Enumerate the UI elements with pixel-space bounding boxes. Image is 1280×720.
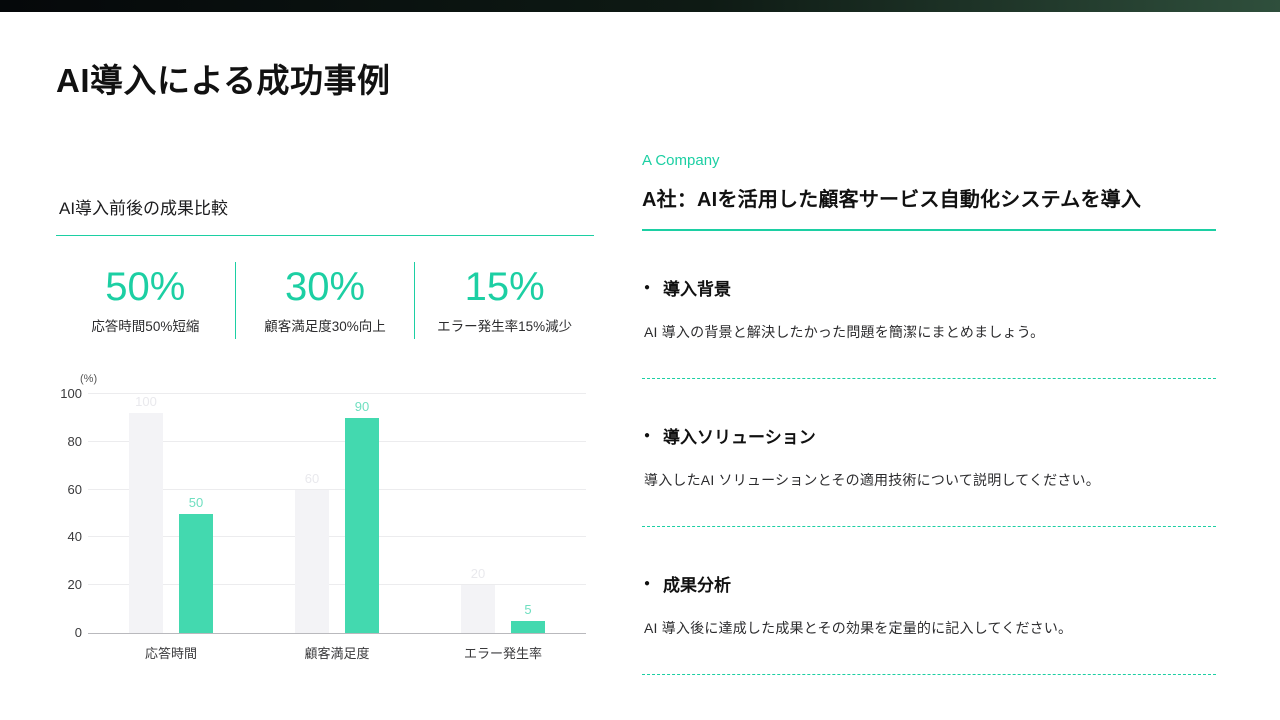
bar-value-label: 90 <box>354 398 370 414</box>
x-category-label: 顧客満足度 <box>304 646 370 661</box>
kpi-stat-satisfaction: 30% 顧客満足度30%向上 <box>234 262 415 339</box>
kpi-label: エラー発生率15%減少 <box>437 319 573 334</box>
case-study-heading: A社：AIを活用した顧客サービス自動化システムを導入 <box>642 189 1142 211</box>
y-tick-label: 80 <box>67 433 82 449</box>
bar-wrap: 5 <box>511 394 545 633</box>
kpi-label: 顧客満足度30%向上 <box>264 319 386 334</box>
bar-after <box>511 621 545 633</box>
y-gridline: 20 <box>68 577 586 592</box>
bar-group: 20 5 <box>420 394 586 633</box>
bullet-icon: ● <box>644 281 651 293</box>
bar-wrap: 50 <box>179 394 213 633</box>
bar-value-label: 20 <box>470 566 486 582</box>
bar-chart: (%) 0 20 40 60 80 100 100 50 60 90 20 5 応答時間 顧客満足度 エラ… <box>56 373 594 662</box>
y-gridline: 0 <box>75 625 586 640</box>
section-title: 導入背景 <box>663 280 732 299</box>
bar-value-label: 60 <box>304 470 320 486</box>
section-body: AI 導入後に達成した成果とその効果を定量的に記入してください。 <box>644 620 1073 636</box>
bar-wrap: 60 <box>295 394 329 633</box>
bar-wrap: 100 <box>129 394 163 633</box>
section-header: ● 導入ソリューション <box>644 423 1214 448</box>
section-header: ● 成果分析 <box>644 571 1214 596</box>
comparison-section-title: AI導入前後の成果比較 <box>59 199 229 218</box>
y-tick-label: 40 <box>67 529 82 545</box>
bar-after <box>345 417 379 633</box>
bar-group: 100 50 <box>88 394 254 633</box>
section-title: 導入ソリューション <box>663 428 816 447</box>
kpi-stats-row: 50% 応答時間50%短縮 30% 顧客満足度30%向上 15% エラー発生率1… <box>56 262 594 339</box>
y-gridline: 80 <box>68 434 586 449</box>
bar-before <box>295 489 329 633</box>
case-study-underline <box>642 229 1216 231</box>
kpi-label: 応答時間50%短縮 <box>91 319 200 334</box>
bar-wrap: 90 <box>345 394 379 633</box>
bar-value-label: 50 <box>188 494 204 510</box>
slide: AI導入による成功事例 AI導入前後の成果比較 50% 応答時間50%短縮 30… <box>0 54 1280 675</box>
kpi-stat-response-time: 50% 応答時間50%短縮 <box>56 262 235 339</box>
content-columns: AI導入前後の成果比較 50% 応答時間50%短縮 30% 顧客満足度30%向上… <box>56 152 1216 675</box>
section-solution: ● 導入ソリューション 導入したAI ソリューションとその適用技術について説明し… <box>642 379 1216 527</box>
x-category-label: 応答時間 <box>144 646 197 661</box>
bar-groups: 100 50 60 90 20 5 <box>88 394 586 633</box>
section-results: ● 成果分析 AI 導入後に達成した成果とその効果を定量的に記入してください。 <box>642 527 1216 675</box>
section-body: 導入したAI ソリューションとその適用技術について説明してください。 <box>644 472 1100 488</box>
chart-x-axis-labels: 応答時間 顧客満足度 エラー発生率 <box>88 643 586 662</box>
y-tick-label: 0 <box>74 625 82 640</box>
chart-y-axis-unit: (%) <box>80 373 98 385</box>
y-gridline: 40 <box>68 529 586 544</box>
y-tick-label: 60 <box>67 481 82 497</box>
kpi-value: 30% <box>284 265 366 309</box>
case-study-column: A Company A社：AIを活用した顧客サービス自動化システムを導入 ● 導… <box>642 152 1216 675</box>
section-header: ● 導入背景 <box>644 275 1214 300</box>
bullet-icon: ● <box>644 429 651 441</box>
y-tick-label: 100 <box>60 386 82 401</box>
bar-wrap: 20 <box>461 394 495 633</box>
kpi-stat-error-rate: 15% エラー発生率15%減少 <box>414 262 594 339</box>
top-accent-bar <box>0 0 1280 12</box>
company-name: A Company <box>642 152 720 169</box>
section-title: 成果分析 <box>663 576 732 595</box>
section-background: ● 導入背景 AI 導入の背景と解決したかった問題を簡潔にまとめましょう。 <box>642 231 1216 379</box>
bar-before <box>461 585 495 633</box>
x-category-label: エラー発生率 <box>463 646 542 661</box>
kpi-value: 15% <box>464 265 545 309</box>
section-body: AI 導入の背景と解決したかった問題を簡潔にまとめましょう。 <box>644 324 1045 340</box>
bar-value-label: 100 <box>135 394 157 409</box>
results-column: AI導入前後の成果比較 50% 応答時間50%短縮 30% 顧客満足度30%向上… <box>56 194 594 675</box>
bar-after <box>179 513 213 633</box>
bullet-icon: ● <box>644 577 651 589</box>
y-tick-label: 20 <box>67 577 82 593</box>
bar-before <box>129 413 163 633</box>
page-title: AI導入による成功事例 <box>56 62 391 99</box>
comparison-underline <box>56 235 594 236</box>
y-gridline: 60 <box>68 482 586 497</box>
chart-plot-area: 0 20 40 60 80 100 100 50 60 90 20 5 <box>60 386 586 640</box>
bar-group: 60 90 <box>254 394 420 633</box>
bar-value-label: 5 <box>524 602 532 618</box>
y-gridline: 100 <box>60 386 586 401</box>
kpi-value: 50% <box>105 265 186 309</box>
